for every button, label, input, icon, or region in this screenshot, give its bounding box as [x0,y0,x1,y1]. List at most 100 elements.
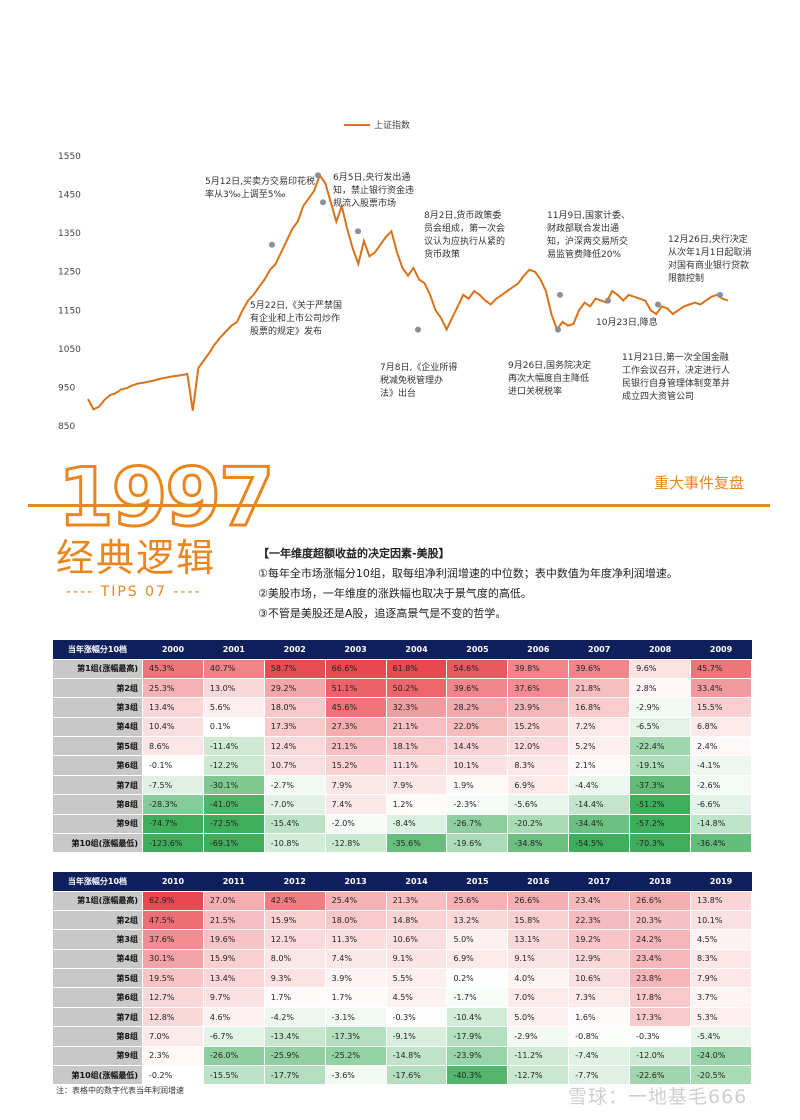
growth-cell: -12.2% [202,755,265,776]
table-footnote: 注：表格中的数字代表当年利润增速 [56,1086,184,1095]
growth-cell: 25.3% [142,677,204,699]
annotation-line: 规流入股票市场 [333,197,396,209]
growth-cell: -15.4% [263,813,326,835]
tips-label: ---- TIPS 07 ---- [66,584,202,600]
growth-cell: -17.6% [385,1065,448,1086]
table-row: 第7组 12.8% 4.6% -4.2% -3.1% -0.3% -10.4% 5.0% 1.6… [52,1006,752,1028]
table-row: 第7组 -7.5% -30.1% -2.7% 7.9% 7.9% 1.9% 6.9% -4.4%… [52,774,752,796]
growth-cell: -14.8% [690,813,752,835]
y-tick-label: 1250 [58,268,81,278]
growth-cell: 7.9% [385,774,448,796]
growth-cell: 29.2% [263,677,326,699]
growth-cell: -12.7% [507,1065,570,1086]
event-marker [557,291,563,298]
growth-cell: -35.6% [385,833,448,854]
y-tick-label: 1550 [58,152,81,162]
growth-cell: 2.8% [629,677,692,699]
event-marker [605,297,611,304]
growth-cell: 42.4% [263,890,326,911]
growth-cell: -22.4% [629,736,692,757]
row-label: 第8组 [52,1026,143,1047]
annotation-line: 10月23日,降息 [596,316,658,328]
growth-cell: -7.5% [142,774,204,796]
growth-cell: 7.9% [324,774,387,796]
growth-cell: 5.5% [385,968,448,989]
year-header: 2005 [446,640,508,659]
growth-cell: -7.7% [568,1065,631,1086]
growth-cell: 58.7% [263,658,326,679]
growth-cell: 11.3% [324,929,387,950]
growth-cell: 18.0% [263,697,326,718]
growth-cell: -28.3% [142,794,204,815]
growth-cell: 3.7% [690,987,752,1008]
row-label: 第1组(涨幅最高) [52,890,143,911]
growth-cell: -0.1% [142,755,204,776]
growth-cell: -15.5% [202,1065,265,1086]
growth-cell: -26.7% [446,813,509,835]
growth-cell: 45.6% [324,697,387,718]
event-marker [355,228,361,235]
annotation-line: 12月26日,央行决定 [668,233,748,245]
table-row: 第10组(涨幅最低) -123.6% -69.1% -10.8% -12.8% -35.6… [52,833,752,854]
growth-cell: 9.1% [507,948,570,970]
growth-cell: -12.8% [324,833,387,854]
growth-cell: 4.6% [202,1006,265,1028]
y-tick-label: 1150 [58,306,81,316]
growth-cell: 12.7% [142,987,204,1008]
year-header: 2001 [203,640,265,659]
section-title: 经典逻辑 [56,536,217,580]
growth-cell: 19.6% [202,929,265,950]
row-label: 第7组 [52,1006,143,1028]
annotation-line: 有企业和上市公司炒作 [250,312,340,324]
growth-cell: 6.8% [690,716,752,738]
growth-cell: -72.5% [202,813,265,835]
growth-cell: 5.0% [507,1006,570,1028]
growth-cell: 18.0% [324,909,387,931]
growth-table-2000-2009: 当年涨幅分10档 2000 2001 2002 2003 2004 2005 2006 2007… [52,640,752,854]
growth-cell: 30.1% [142,948,204,970]
growth-cell: -5.6% [507,794,570,815]
growth-cell: -7.0% [263,794,326,815]
growth-cell: -13.4% [263,1026,326,1047]
table-corner-header: 当年涨幅分10档 [52,640,143,659]
event-marker [269,241,275,248]
growth-cell: 9.6% [629,658,692,679]
growth-cell: 33.4% [690,677,752,699]
growth-cell: 13.1% [507,929,570,950]
growth-cell: -0.2% [142,1065,204,1086]
growth-cell: -37.3% [629,774,692,796]
growth-cell: 5.6% [202,697,265,718]
growth-cell: 16.8% [568,697,631,718]
year-header: 2014 [386,872,447,891]
event-marker [555,326,561,333]
growth-cell: -57.2% [629,813,692,835]
growth-cell: -2.9% [629,697,692,718]
event-marker [320,199,326,206]
growth-cell: -11.2% [507,1045,570,1067]
year-header: 2012 [264,872,326,891]
growth-cell: 8.3% [507,755,570,776]
growth-cell: -70.3% [629,833,692,854]
year-heading: 1997 [57,451,277,544]
growth-cell: 4.5% [690,929,752,950]
growth-cell: 4.0% [507,968,570,989]
growth-cell: 32.3% [385,697,448,718]
growth-cell: 4.5% [385,987,448,1008]
table-row: 第8组 -28.3% -41.0% -7.0% 7.4% 1.2% -2.3% -5.6% -1… [52,794,752,815]
growth-cell: 6.9% [507,774,570,796]
table-corner-header: 当年涨幅分10档 [52,872,143,891]
growth-cell: -2.7% [263,774,326,796]
table-row: 第6组 -0.1% -12.2% 10.7% 15.2% 11.1% 10.1% 8.3% 2.… [52,755,752,776]
growth-cell: 21.3% [385,890,448,911]
growth-cell: 25.6% [446,890,509,911]
watermark: 雪球：一地基毛666 [568,1086,748,1108]
growth-cell: 15.8% [507,909,570,931]
table-row: 第3组 37.6% 19.6% 12.1% 11.3% 10.6% 5.0% 13.1% 19.… [52,929,752,950]
annotation-line: 民银行自身管理体制变革并 [622,377,730,389]
year-header: 2013 [325,872,387,891]
event-marker [717,291,723,298]
growth-cell: -19.1% [629,755,692,776]
growth-cell: -5.4% [690,1026,752,1047]
growth-cell: 15.9% [202,948,265,970]
growth-cell: 22.0% [446,716,509,738]
